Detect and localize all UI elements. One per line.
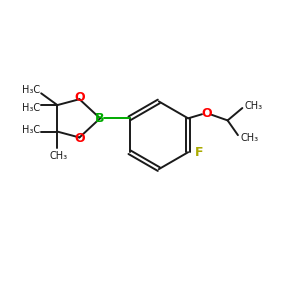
Text: O: O <box>201 106 212 119</box>
Text: CH₃: CH₃ <box>50 151 68 161</box>
Text: CH₃: CH₃ <box>240 133 258 143</box>
Text: O: O <box>74 133 85 146</box>
Text: O: O <box>74 91 85 104</box>
Text: F: F <box>195 146 203 159</box>
Text: H₃C: H₃C <box>22 85 40 95</box>
Text: CH₃: CH₃ <box>245 101 263 111</box>
Text: B: B <box>95 112 105 125</box>
Text: H₃C: H₃C <box>22 125 40 135</box>
Text: H₃C: H₃C <box>22 103 40 113</box>
